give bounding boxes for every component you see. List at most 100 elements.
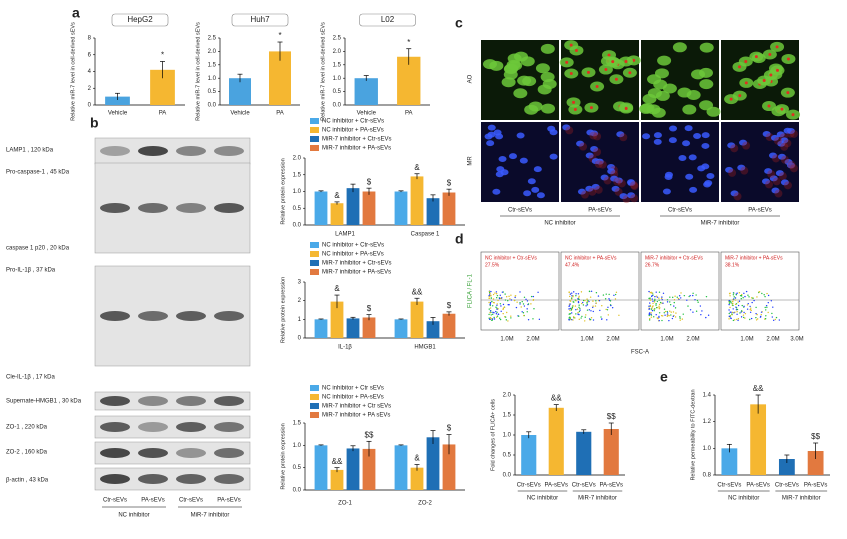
event-dot	[744, 312, 747, 315]
lane-label: Ctr-sEVs	[103, 498, 127, 504]
event-dot	[695, 310, 698, 312]
y-axis-label: Relative permeability to FITC-dextran	[690, 389, 696, 480]
event-dot	[648, 318, 651, 320]
cell-stain	[593, 148, 602, 157]
blot-band	[138, 311, 168, 321]
event-dot	[766, 292, 768, 295]
lane-label: Ctr-sEVs	[179, 498, 203, 504]
blot-band	[138, 448, 168, 458]
event-dot	[500, 305, 502, 307]
event-dot	[509, 298, 511, 300]
event-dot	[654, 298, 656, 301]
x-tick-label: ZO-2	[418, 501, 432, 507]
event-dot	[491, 318, 494, 320]
event-dot	[657, 306, 659, 309]
cell-stain	[624, 59, 628, 63]
event-dot	[599, 309, 601, 312]
cell-stain	[744, 81, 748, 85]
event-dot	[696, 299, 699, 302]
event-dot	[495, 310, 497, 313]
event-dot	[767, 301, 769, 304]
cell	[771, 187, 780, 194]
cell	[780, 137, 789, 144]
event-dot	[664, 310, 667, 313]
event-dot	[738, 292, 741, 294]
event-dot	[752, 297, 754, 299]
y-axis-label: Fold changes of FLICA+ cells	[490, 399, 496, 471]
group-label: MiR-7 inhibitor	[578, 496, 617, 502]
x-tick-label: Ctr-sEVs	[517, 483, 541, 489]
event-dot	[504, 293, 506, 295]
event-dot	[497, 299, 499, 302]
event-dot	[751, 301, 753, 304]
event-dot	[728, 299, 730, 302]
event-dot	[676, 296, 678, 298]
gate-percent: 47.4%	[565, 262, 580, 268]
legend-swatch	[310, 412, 319, 418]
event-dot	[764, 318, 767, 320]
legend-label: NC inhibitor + PA-sEVs	[322, 395, 384, 401]
event-dot	[734, 299, 737, 301]
gate-label: NC inhibitor + PA-sEVs	[565, 255, 617, 261]
cell	[764, 168, 773, 175]
event-dot	[692, 292, 694, 294]
event-dot	[574, 317, 576, 319]
event-dot	[570, 297, 573, 299]
cell	[482, 59, 497, 70]
cell	[706, 106, 721, 117]
y-tick-label: 1.4	[703, 393, 712, 399]
event-dot	[656, 296, 659, 298]
event-dot	[692, 311, 694, 313]
cell-stain	[780, 155, 789, 164]
event-dot	[606, 309, 609, 311]
x-tick-label: Vehicle	[230, 111, 250, 117]
event-dot	[736, 292, 738, 294]
cell	[562, 124, 571, 131]
event-dot	[674, 307, 677, 309]
cell-stain	[780, 107, 784, 111]
event-dot	[570, 309, 573, 311]
event-dot	[572, 319, 574, 321]
event-dot	[589, 318, 592, 321]
event-dot	[674, 295, 676, 297]
event-dot	[568, 318, 570, 321]
cell	[541, 103, 556, 114]
event-dot	[656, 306, 658, 309]
cell	[662, 83, 677, 94]
event-dot	[746, 304, 749, 306]
blot-band	[138, 474, 168, 484]
bar	[778, 459, 795, 475]
event-dot	[519, 301, 521, 304]
bar	[330, 203, 344, 225]
event-dot	[495, 316, 498, 318]
event-dot	[493, 318, 496, 320]
event-dot	[605, 293, 607, 295]
cell-stain	[733, 192, 742, 201]
legend-swatch	[310, 118, 319, 124]
event-dot	[659, 301, 662, 304]
event-dot	[576, 308, 579, 310]
cell-stain	[565, 60, 569, 64]
cell	[682, 140, 691, 147]
y-tick-label: 1.0	[333, 76, 342, 82]
event-dot	[771, 312, 773, 315]
event-dot	[592, 319, 595, 321]
event-dot	[493, 302, 495, 304]
event-dot	[737, 301, 739, 303]
event-dot	[489, 303, 492, 305]
y-tick-label: 1.5	[333, 62, 342, 68]
event-dot	[490, 317, 492, 320]
cell	[669, 125, 678, 132]
event-dot	[661, 299, 663, 301]
event-dot	[666, 310, 668, 313]
event-dot	[760, 311, 763, 313]
blot-band	[214, 474, 244, 484]
event-dot	[697, 301, 699, 303]
event-dot	[489, 316, 492, 319]
event-dot	[750, 307, 752, 309]
cell	[520, 56, 535, 67]
cell-stain	[780, 142, 789, 151]
cell-stain	[775, 45, 779, 49]
event-dot	[662, 302, 664, 304]
event-dot	[577, 298, 579, 300]
